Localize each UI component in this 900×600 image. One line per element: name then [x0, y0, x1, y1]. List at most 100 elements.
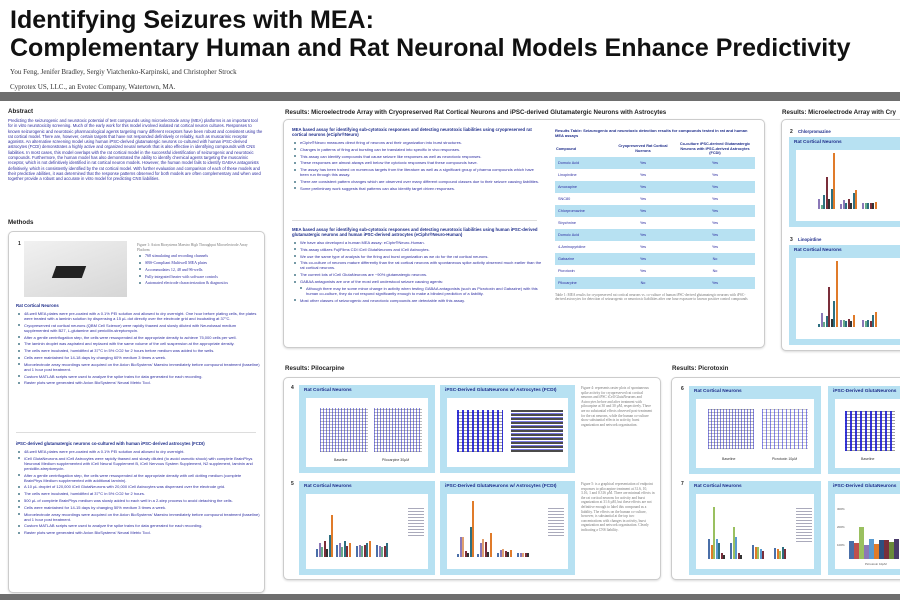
table-row: Picrotoxin Yes No — [555, 265, 755, 277]
list-item: Changes in patterns of firing and bursti… — [292, 147, 542, 152]
cell: Linopirdine — [558, 172, 577, 177]
column-header: Compound — [556, 146, 577, 151]
human-assay-heading: MEA based assay for identifying sub-cyto… — [292, 227, 538, 237]
title-line-2: Complementary Human and Rat Neuronal Mod… — [10, 34, 851, 62]
figure-6-human-panel: iPSC-Derived GlutaNeurons Baseline — [828, 386, 900, 474]
results-table: Compound Cryopreserved Rat Cortical Nuer… — [555, 141, 755, 289]
cell: Yes — [639, 244, 647, 249]
picrotoxin-heading: Results: Picrotoxin — [672, 365, 729, 372]
list-item: There are consistent pattern changes whi… — [292, 179, 542, 184]
panel-title: Rat Cortical Neurons — [694, 389, 742, 394]
ipsc-methods-heading: iPSC-derived glutamatergic neurons co-cu… — [16, 441, 205, 446]
figure-7-human-panel: iPSC-Derived GlutaNeurons 300% 200% 100%… — [828, 481, 900, 575]
figure-7-rat-panel: Rat Cortical Neurons — [689, 481, 821, 575]
panel-title: iPSC-Derived GlutaNeurons — [833, 389, 897, 394]
table-row: 4-Aminopyridine Yes Yes — [555, 241, 755, 253]
figure-1-caption: Figure 1: Axion Biosystems Maestro High … — [137, 243, 248, 252]
cell: Yes — [639, 220, 647, 225]
list-item: Custom MATLAB scripts were used to analy… — [16, 374, 260, 379]
cell: Pilocarpine — [555, 276, 611, 289]
figure-2-number: 2 — [790, 129, 793, 135]
list-item: This assay can identify compounds that c… — [292, 154, 542, 159]
chart-legend — [796, 508, 812, 542]
figure-4-human-panel: iPSC-Derived GlutaNeurons w/ Astrocytes … — [440, 385, 575, 473]
raster-plot-rat: Baseline Pilocarpine 30µM — [306, 398, 428, 467]
figure-6-number: 6 — [681, 386, 684, 392]
raster-baseline — [708, 409, 754, 449]
authors: You Feng, Jenifer Bradley, Sergiy Viatch… — [10, 68, 237, 76]
raster-label-baseline: Baseline — [334, 458, 348, 462]
human-assay-block: MEA based assay for identifying sub-cyto… — [292, 227, 542, 304]
figure-5-human-chart — [447, 494, 568, 569]
cell: Yes — [675, 228, 755, 241]
results-mea-heading: Results: Microelectrode Array with Cryop… — [285, 109, 667, 116]
results-table-block: Results Table: Seizurogenic and neurotox… — [555, 128, 755, 302]
figure-3-title: Linopirdine — [798, 237, 822, 242]
table-row: Domoic Acid Yes Yes — [555, 228, 755, 241]
list-item: Automated electrode characterization & d… — [137, 280, 257, 285]
figure-7-rat-chart — [696, 494, 814, 569]
human-assay-list: We have also developed a human MEA assay… — [292, 240, 542, 303]
cell: Yes — [711, 196, 719, 201]
bar-group — [752, 497, 764, 559]
cell: Chlorpromazine — [555, 204, 611, 217]
tick-label: 100% — [837, 543, 845, 547]
cell: Yes — [611, 180, 675, 193]
list-item: This assay utilizes FujiFilms CDI iCell … — [292, 247, 542, 252]
cell: Amoxapine — [555, 180, 611, 193]
panel-title: Rat Cortical Neurons — [794, 248, 842, 253]
poster-title: Identifying Seizures with MEA: Complemen… — [10, 6, 850, 62]
list-item: Custom MATLAB scripts were used to analy… — [16, 523, 260, 528]
raster-label-baseline: Baseline — [722, 457, 736, 461]
table-header-row: Compound Cryopreserved Rat Cortical Nuer… — [555, 141, 755, 157]
list-item: Microelectrode array recordings were acq… — [16, 362, 260, 372]
raster-baseline — [845, 411, 895, 451]
cell: Domoic Acid — [555, 228, 611, 241]
panel-title: iPSC-Derived GlutaNeurons — [833, 484, 897, 489]
list-item: The current lots of iCell GlutaNeurons a… — [292, 272, 542, 277]
list-item: Although there may be some minor change … — [298, 286, 542, 296]
cell: Yes — [611, 204, 675, 217]
list-item: After a gentle centrifugation step, the … — [16, 335, 260, 340]
list-item: 500 µL of complete BrainPhys medium was … — [16, 498, 260, 503]
bar-group — [457, 497, 474, 557]
x-axis-label: Picrotoxin 10µM — [865, 562, 887, 566]
ipsc-methods-list: 48-well MEA plates were pre-coated with … — [16, 449, 260, 535]
list-item: These responses are almost always well b… — [292, 160, 542, 165]
bar-group — [356, 497, 371, 557]
cell: Yes — [711, 172, 719, 177]
raster-baseline — [320, 408, 368, 452]
list-item: We have also developed a human MEA assay… — [292, 240, 542, 245]
methods-divider — [16, 432, 256, 433]
figure-5-number: 5 — [291, 481, 294, 487]
abstract-text: Predicting the seizurogenic and neurotox… — [8, 118, 263, 182]
raster-label-treated: Pilocarpine 30µM — [382, 458, 410, 462]
results-table-title: Results Table: Seizurogenic and neurotox… — [555, 128, 748, 138]
list-item: Raster plots were generated with Axion B… — [16, 530, 260, 535]
bar-group — [376, 497, 388, 557]
list-item: We use the same type of analysis for the… — [292, 254, 542, 259]
methods-heading: Methods — [8, 219, 34, 226]
bar-group — [708, 497, 725, 559]
abstract-heading: Abstract — [8, 108, 34, 115]
bar-group — [862, 151, 877, 209]
rat-assay-heading: MEA based assay for identifying sub-cyto… — [292, 127, 532, 137]
figure-7-human-chart: 300% 200% 100% Picrotoxin 10µM — [835, 494, 900, 569]
rat-methods-list: 48-well MEA plates were pre-coated with … — [16, 311, 260, 385]
cell: Yes — [675, 180, 755, 193]
list-item: 48-well MEA plates were pre-coated with … — [16, 449, 260, 454]
cell: 4-Aminopyridine — [558, 244, 586, 249]
cell: Picrotoxin — [558, 268, 575, 273]
cell: Yes — [675, 204, 755, 217]
bar-group — [316, 497, 333, 557]
table-row: Chlorpromazine Yes Yes — [555, 204, 755, 217]
raster-plot-rat: Baseline Picrotoxin 10µM — [696, 399, 814, 468]
figure-2-title: Chlorpromazine — [798, 129, 831, 134]
bar-group — [849, 497, 899, 559]
figure-4-number: 4 — [291, 385, 294, 391]
raster-treated — [374, 408, 422, 452]
cell: Yes — [611, 156, 675, 169]
list-item: A 10 µL droplet of 120,000 iCell GlutaNe… — [16, 484, 260, 489]
raster-plot-human — [447, 398, 568, 467]
figure-3-number: 3 — [790, 237, 793, 243]
